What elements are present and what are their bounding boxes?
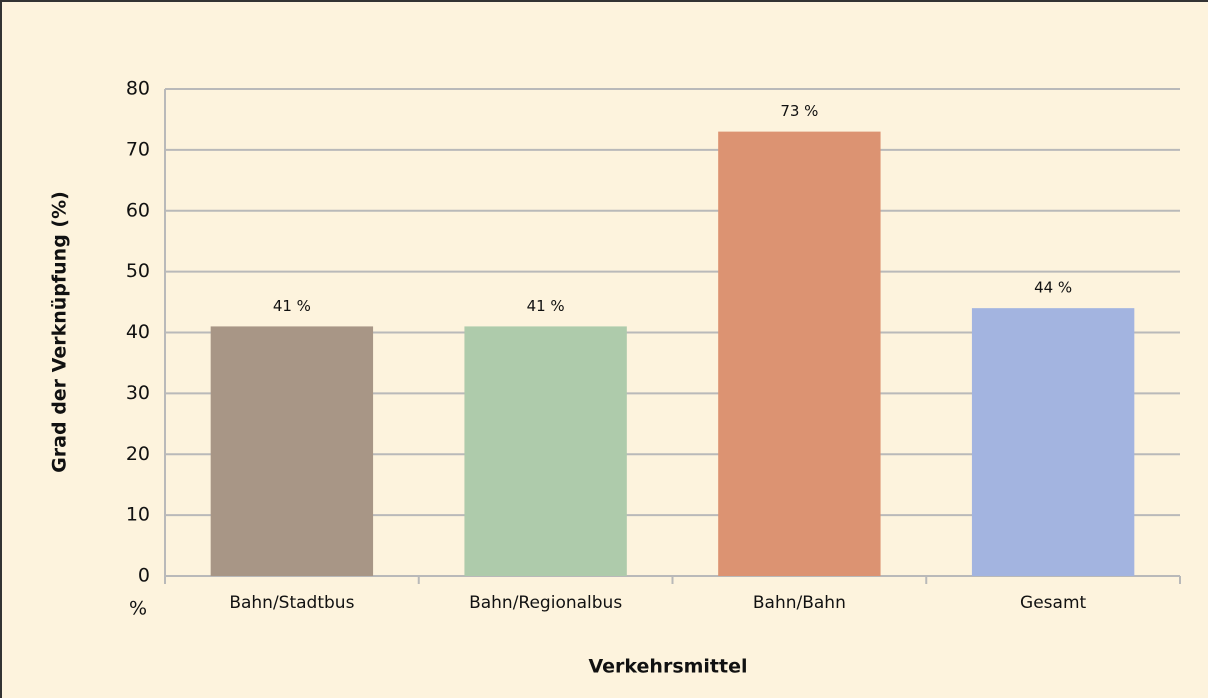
y-tick-label: 40 (126, 321, 150, 343)
y-tick-label: 20 (126, 443, 150, 465)
y-tick-label: 50 (126, 260, 150, 282)
data-label: 41 % (527, 297, 565, 315)
y-tick-label: 60 (126, 199, 150, 221)
bar (971, 308, 1135, 576)
x-tick-label: Gesamt (1020, 593, 1086, 613)
y-tick-label: 30 (126, 382, 150, 404)
x-tick-label: Bahn/Bahn (753, 593, 846, 613)
x-tick-label: Bahn/Stadtbus (229, 593, 354, 613)
x-axis-title: Verkehrsmittel (588, 656, 747, 678)
bar (210, 326, 374, 576)
bar (464, 326, 627, 576)
data-label: 73 % (780, 102, 818, 120)
y-tick-label: 0 (138, 565, 150, 587)
data-label: 44 % (1034, 279, 1072, 297)
x-tick-label: Bahn/Regionalbus (469, 593, 622, 613)
y-tick-label: 80 (126, 78, 150, 100)
y-tick-label: 70 (126, 138, 150, 160)
y-unit: % (129, 598, 147, 620)
y-tick-label: 10 (126, 504, 150, 526)
bar (718, 131, 881, 577)
y-axis-title: Grad der Verknüpfung (%) (49, 191, 71, 473)
data-label: 41 % (273, 297, 311, 315)
